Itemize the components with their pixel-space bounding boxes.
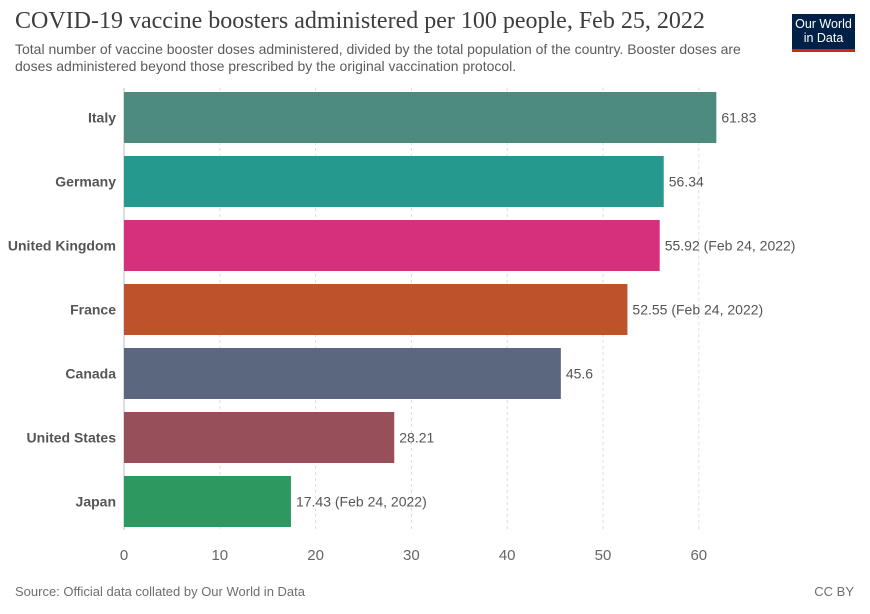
- bar[interactable]: [124, 348, 561, 399]
- bar[interactable]: [124, 476, 291, 527]
- chart-subtitle: Total number of vaccine booster doses ad…: [15, 41, 741, 74]
- chart-title: COVID-19 vaccine boosters administered p…: [15, 8, 705, 34]
- x-tick-label: 40: [499, 547, 516, 564]
- category-label: France: [70, 302, 116, 318]
- category-label: United States: [27, 430, 117, 446]
- bar[interactable]: [124, 284, 628, 335]
- bar[interactable]: [124, 412, 395, 463]
- x-tick-label: 20: [307, 547, 324, 564]
- value-label: 61.83: [721, 110, 756, 126]
- logo-line-2: in Data: [803, 31, 844, 45]
- value-label: 45.6: [566, 366, 593, 382]
- value-label: 17.43 (Feb 24, 2022): [296, 494, 427, 510]
- license-link[interactable]: CC BY: [814, 584, 854, 599]
- bar[interactable]: [124, 220, 660, 271]
- bar[interactable]: [124, 92, 717, 143]
- x-tick-label: 0: [120, 547, 128, 564]
- category-label: Japan: [76, 494, 116, 510]
- category-label: Italy: [88, 110, 116, 126]
- bar[interactable]: [124, 156, 664, 207]
- value-label: 28.21: [399, 430, 434, 446]
- x-tick-label: 60: [690, 547, 707, 564]
- value-label: 56.34: [669, 174, 704, 190]
- value-label: 52.55 (Feb 24, 2022): [632, 302, 763, 318]
- x-tick-label: 10: [211, 547, 228, 564]
- logo-line-1: Our World: [795, 17, 852, 31]
- category-label: Germany: [55, 174, 116, 190]
- category-label: United Kingdom: [8, 238, 116, 254]
- x-tick-label: 50: [595, 547, 612, 564]
- x-tick-label: 30: [403, 547, 420, 564]
- owid-logo[interactable]: Our World in Data: [792, 14, 855, 52]
- source-note: Source: Official data collated by Our Wo…: [15, 584, 305, 599]
- value-label: 55.92 (Feb 24, 2022): [665, 238, 796, 254]
- category-label: Canada: [65, 366, 116, 382]
